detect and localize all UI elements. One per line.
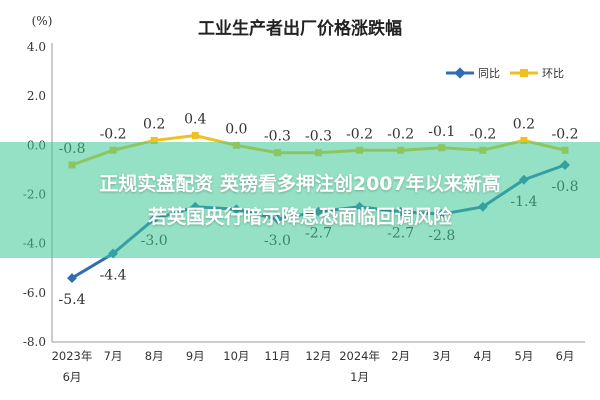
mom-data-label: -0.2 xyxy=(469,126,496,142)
mom-point xyxy=(191,132,199,139)
x-tick-label: 2024年 xyxy=(339,349,380,363)
x-tick-label: 2023年 xyxy=(52,349,93,363)
x-tick-label: 7月 xyxy=(104,349,123,363)
chart-title: 工业生产者出厂价格涨跌幅 xyxy=(198,18,402,39)
headline-line-1: 正规实盘配资 英镑看多押注创2007年以来新高 xyxy=(99,173,501,195)
headline-banner[interactable]: 正规实盘配资 英镑看多押注创2007年以来新高 若英国央行暗示降息恐面临回调风险 xyxy=(0,142,600,258)
legend: 同比 环比 xyxy=(446,67,564,80)
legend-mom-label: 环比 xyxy=(542,67,564,80)
y-tick-label: -6.0 xyxy=(23,286,46,300)
mom-point xyxy=(150,136,158,144)
mom-data-label: -0.2 xyxy=(552,126,579,142)
mom-data-label: -0.2 xyxy=(346,126,373,142)
legend-yoy-label: 同比 xyxy=(478,67,500,80)
x-tick-label: 3月 xyxy=(432,349,451,363)
mom-data-label: -0.3 xyxy=(264,129,291,145)
mom-data-label: 0.2 xyxy=(513,116,535,132)
y-axis-unit-label: (%) xyxy=(32,14,53,28)
headline-line-2: 若英国央行暗示降息恐面临回调风险 xyxy=(147,206,452,228)
mom-data-label: -0.1 xyxy=(428,124,455,140)
x-tick-label: 2月 xyxy=(391,349,410,363)
x-tick-label: 5月 xyxy=(515,349,534,363)
mom-data-label: 0.0 xyxy=(225,121,247,137)
x-tick-label-line2: 1月 xyxy=(350,370,369,384)
x-tick-label: 10月 xyxy=(223,349,249,363)
x-tick-label: 11月 xyxy=(264,349,290,363)
yoy-data-label: -5.4 xyxy=(59,292,86,308)
x-tick-label: 8月 xyxy=(145,349,164,363)
yoy-data-label: -4.4 xyxy=(100,268,127,284)
mom-data-label: 0.4 xyxy=(184,112,206,128)
mom-data-label: 0.2 xyxy=(143,116,165,132)
mom-point xyxy=(520,136,528,144)
x-tick-label: 4月 xyxy=(473,349,492,363)
x-tick-label-line2: 6月 xyxy=(63,370,82,384)
mom-data-label: -0.2 xyxy=(100,126,127,142)
x-tick-label: 9月 xyxy=(186,349,205,363)
legend-yoy-marker xyxy=(454,67,466,79)
y-tick-label: 4.0 xyxy=(27,40,46,54)
x-axis: 2023年 6月 7月 8月 9月 10月 11月 12月 2024年 1月 2月 3月 4月 5月 6月 xyxy=(52,341,585,384)
y-tick-label: -8.0 xyxy=(23,335,46,349)
y-tick-label: 2.0 xyxy=(27,89,46,103)
mom-data-label: -0.2 xyxy=(387,126,414,142)
x-tick-label: 12月 xyxy=(305,349,331,363)
mom-data-label: -0.3 xyxy=(305,129,332,145)
x-tick-label: 6月 xyxy=(556,349,575,363)
legend-mom-marker xyxy=(520,69,528,77)
